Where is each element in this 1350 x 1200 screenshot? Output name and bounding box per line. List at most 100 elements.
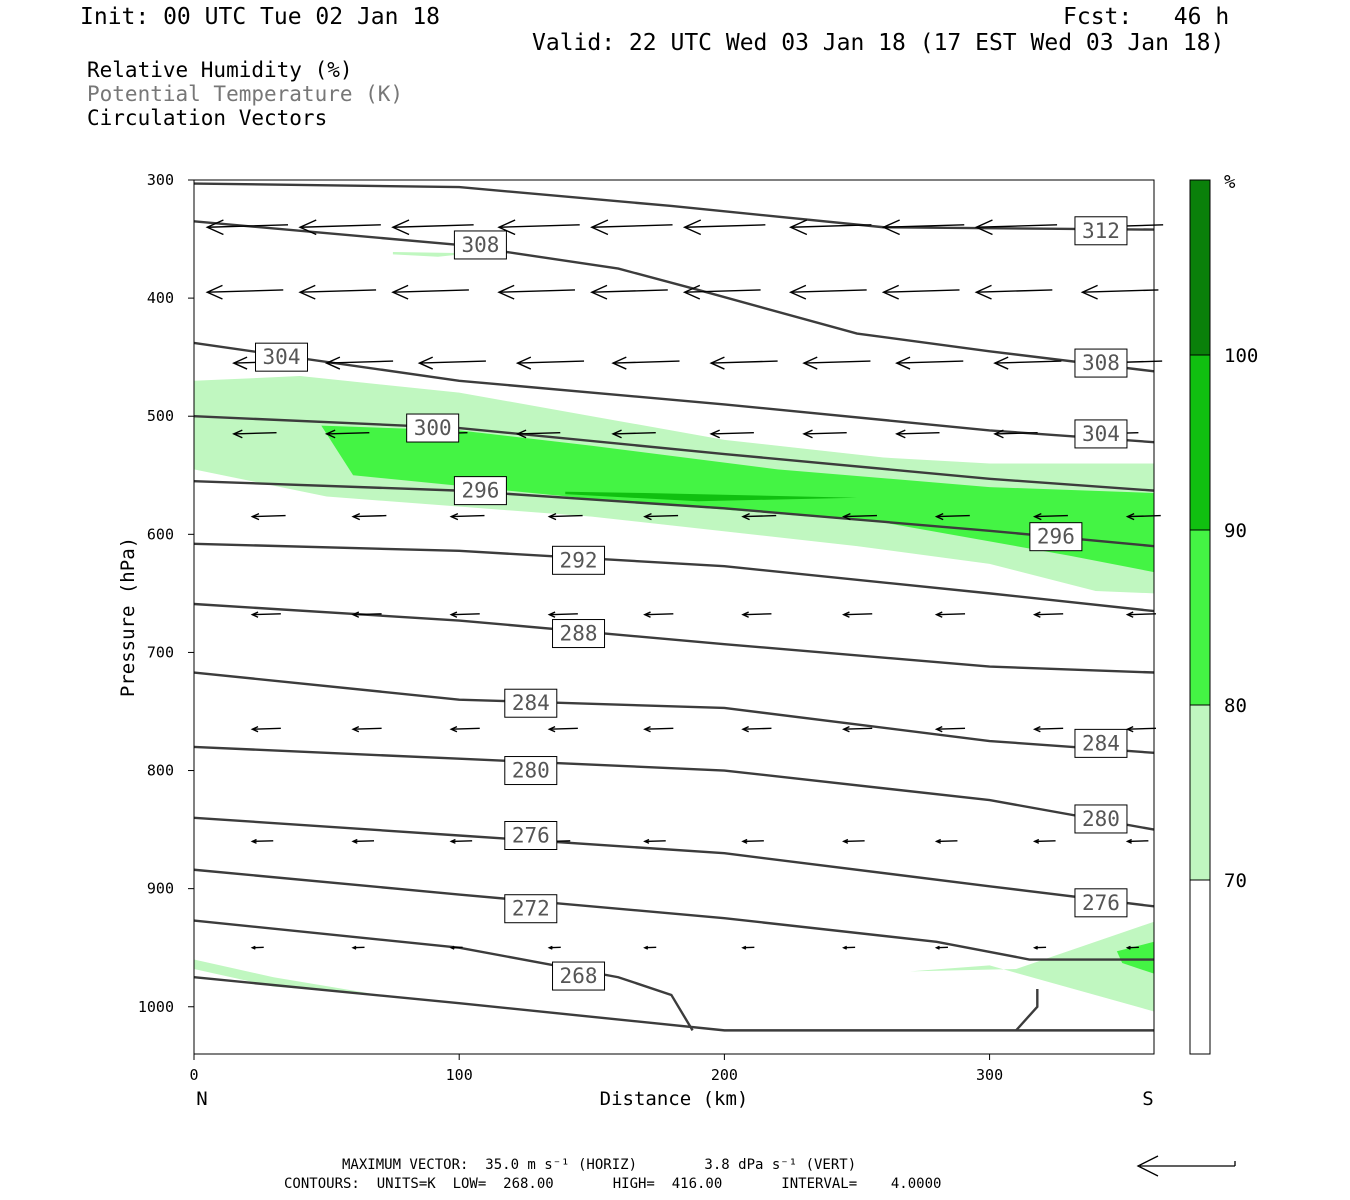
reference-vector-arrow: [1136, 1155, 1236, 1177]
contour-label: 308: [1074, 348, 1128, 378]
wind-vector: [842, 945, 856, 950]
y-tick-label: 700: [147, 643, 174, 661]
wind-vector: [611, 429, 656, 439]
humidity-fill-layer: [194, 252, 1154, 1012]
wind-vector: [1125, 838, 1149, 844]
wind-vector: [515, 429, 561, 439]
contour-label-text: 276: [512, 824, 550, 848]
wind-vector: [643, 611, 674, 618]
wind-vector: [391, 284, 469, 300]
theta-contour-308: [193, 220, 1155, 373]
wind-vector: [205, 219, 289, 236]
wind-vector: [497, 284, 575, 300]
wind-vector: [682, 284, 761, 300]
wind-vector: [974, 284, 1053, 300]
x-end-label-north: N: [196, 1088, 207, 1110]
wind-vector: [205, 284, 284, 300]
rh-region-2: [565, 491, 857, 502]
wind-vector: [515, 356, 585, 370]
contour-label: 312: [1074, 216, 1128, 246]
init-time: Init: 00 UTC Tue 02 Jan 18: [80, 4, 441, 30]
wind-vector: [934, 725, 966, 733]
contour-label: 276: [1074, 888, 1128, 918]
legend-potential-temperature: Potential Temperature (K): [87, 82, 404, 106]
colorbar-segment: [1190, 705, 1210, 880]
wind-vector: [1125, 725, 1157, 733]
wind-vector: [298, 284, 377, 300]
wind-vector: [741, 725, 772, 733]
wind-vector: [250, 611, 281, 618]
wind-vector: [1032, 512, 1068, 521]
contour-label-text: 268: [560, 964, 598, 988]
contour-label-text: 292: [560, 548, 598, 572]
wind-vector: [802, 356, 871, 370]
x-tick-label: 0: [189, 1066, 198, 1084]
wind-vector: [741, 945, 755, 950]
wind-vector: [351, 725, 382, 733]
wind-vector: [351, 611, 382, 618]
wind-vector: [788, 219, 872, 236]
wind-vector: [934, 838, 958, 844]
contour-label: 280: [1074, 804, 1128, 834]
wind-vector: [250, 512, 286, 521]
theta-contour-layer: [193, 182, 1155, 1032]
y-tick-label: 500: [147, 407, 174, 425]
colorbar-segment: [1190, 880, 1210, 1054]
colorbar-tick-label: 80: [1224, 695, 1247, 717]
wind-vector: [1125, 945, 1139, 950]
y-tick-label: 1000: [138, 998, 174, 1016]
contour-label-text: 296: [461, 479, 499, 503]
wind-vector: [1032, 611, 1064, 618]
y-tick-label: 300: [147, 171, 174, 189]
wind-vector: [895, 429, 940, 439]
wind-vector: [934, 945, 948, 950]
wind-vector: [232, 429, 277, 439]
valid-time: Valid: 22 UTC Wed 03 Jan 18 (17 EST Wed …: [532, 30, 1225, 56]
contour-label-text: 288: [560, 622, 598, 646]
contour-label: 284: [504, 688, 558, 718]
wind-vector: [1125, 512, 1161, 521]
wind-vector: [1032, 725, 1064, 733]
contour-label-text: 308: [461, 233, 499, 257]
contour-label-layer: 308 312 304 308 300 304 296 296 292 288 284 284 280 2…: [255, 216, 1128, 991]
contour-label: 284: [1074, 728, 1128, 758]
colorbar-tick-label: 100: [1224, 345, 1258, 367]
wind-vector: [934, 611, 966, 618]
contour-label-text: 312: [1082, 219, 1120, 243]
theta-contour-unlabeled-12: [193, 976, 1154, 1032]
rh-region-4: [194, 959, 380, 995]
wind-vector: [611, 356, 680, 370]
vector-layer: [205, 219, 1164, 950]
wind-vector: [842, 611, 873, 618]
contour-label: 288: [552, 619, 606, 649]
contour-label: 268: [552, 961, 606, 991]
wind-vector: [391, 219, 474, 236]
wind-vector: [250, 838, 274, 844]
wind-vector: [881, 284, 960, 300]
theta-contour-272: [193, 868, 1154, 961]
contour-label-text: 308: [1082, 351, 1120, 375]
wind-vector: [351, 838, 375, 844]
wind-vector: [449, 725, 480, 733]
wind-vector: [709, 356, 778, 370]
wind-vector: [250, 725, 281, 733]
wind-vector: [324, 429, 370, 439]
rh-region-5: [910, 921, 1154, 1012]
wind-vector: [449, 512, 485, 521]
contour-label: 296: [453, 476, 507, 506]
wind-vector: [351, 512, 387, 521]
colorbar-tick-label: 70: [1224, 870, 1247, 892]
wind-vector: [643, 725, 674, 733]
wind-vector: [741, 611, 772, 618]
colorbar-segment: [1190, 530, 1210, 705]
wind-vector: [449, 611, 480, 618]
colorbar-segment: [1190, 355, 1210, 530]
colorbar-unit: %: [1224, 171, 1236, 193]
wind-vector: [547, 945, 561, 950]
theta-contour-304: [193, 341, 1155, 444]
contour-label-text: 304: [263, 345, 301, 369]
contour-label: 308: [453, 230, 507, 260]
wind-vector: [741, 512, 777, 521]
wind-vector: [324, 356, 394, 370]
